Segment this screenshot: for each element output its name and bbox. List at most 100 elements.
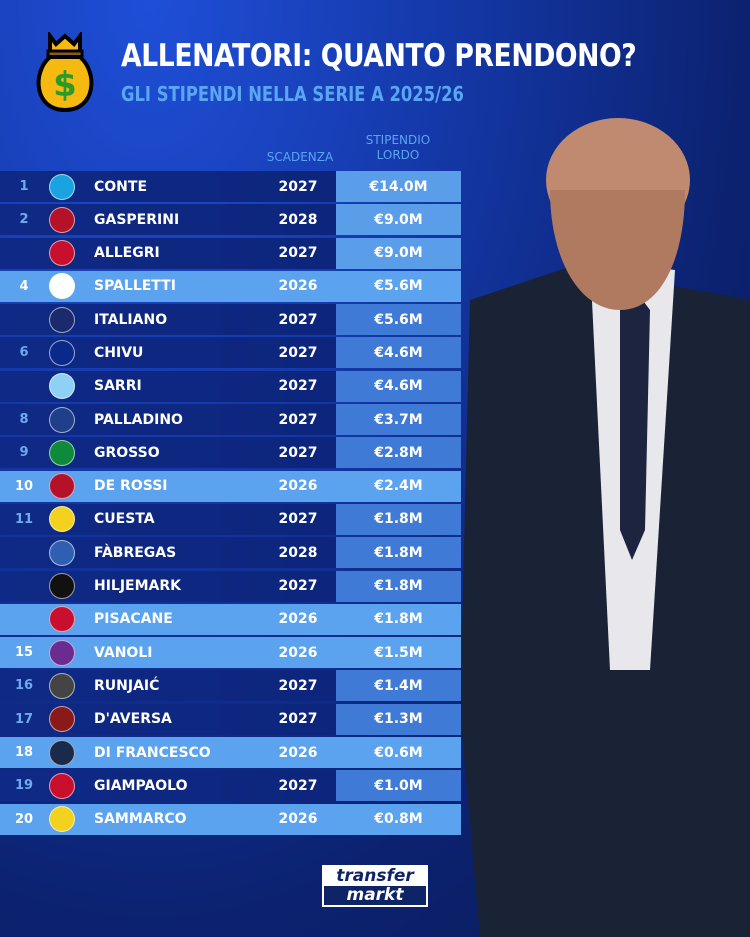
table-row: 19 GIAMPAOLO 2027 €1.0M	[0, 770, 461, 802]
coach-name: CONTE	[94, 178, 148, 195]
table-row: PISACANE 2026 €1.8M	[0, 603, 461, 635]
table-row: 1 CONTE 2027 €14.0M	[0, 171, 461, 202]
table-row: 18 DI FRANCESCO 2026 €0.6M	[0, 737, 461, 769]
expiry-cell: 2026	[278, 744, 318, 761]
expiry-cell: 2027	[278, 344, 318, 361]
inter-logo-icon	[49, 339, 75, 366]
rank-cell: 11	[14, 511, 34, 527]
money-bag-icon: $	[36, 32, 94, 113]
expiry-cell: 2028	[278, 211, 318, 228]
coach-name: GASPERINI	[94, 211, 180, 228]
rank-cell: 18	[14, 745, 34, 761]
atalanta-logo-icon	[49, 406, 75, 433]
page-subtitle: GLI STIPENDI NELLA SERIE A 2025/26	[121, 82, 464, 106]
table-row: 2 GASPERINI 2028 €9.0M	[0, 204, 461, 236]
salary-cell: €14.0M	[336, 171, 461, 202]
juventus-logo-icon	[49, 273, 75, 300]
brand-line-2: markt	[346, 885, 404, 905]
salary-cell: €1.8M	[336, 570, 461, 602]
salary-cell: €9.0M	[336, 237, 461, 269]
table-row: ITALIANO 2027 €5.6M	[0, 304, 461, 336]
salary-cell: €0.6M	[374, 744, 423, 761]
salary-cell: €1.0M	[336, 770, 461, 802]
coach-name: RUNJAIĆ	[94, 677, 160, 694]
rank-cell: 8	[19, 412, 29, 428]
salary-table: 1 CONTE 2027 €14.0M 2 GASPERINI 2028 €9.0M ALLEG…	[0, 171, 461, 837]
udinese-logo-icon	[49, 672, 75, 699]
rank-cell: 4	[19, 278, 29, 294]
coach-name: CHIVU	[94, 344, 144, 361]
table-row: 16 RUNJAIĆ 2027 €1.4M	[0, 670, 461, 702]
rank-cell: 9	[19, 445, 29, 461]
coach-name: GROSSO	[94, 444, 160, 461]
salary-cell: €1.8M	[336, 537, 461, 569]
table-row: SARRI 2027 €4.6M	[0, 370, 461, 402]
salary-cell: €9.0M	[336, 204, 461, 236]
milan-logo-icon	[49, 240, 75, 267]
expiry-cell: 2027	[278, 178, 318, 195]
expiry-cell: 2027	[278, 311, 318, 328]
coach-name: SARRI	[94, 378, 142, 395]
coach-name: HILJEMARK	[94, 578, 182, 595]
cagliari-logo-icon	[49, 606, 75, 633]
table-row: 11 CUESTA 2027 €1.8M	[0, 503, 461, 535]
transfermarkt-logo: transfer markt	[322, 865, 428, 907]
table-row: 9 GROSSO 2027 €2.8M	[0, 437, 461, 469]
rank-cell: 2	[19, 212, 29, 228]
rank-cell: 6	[19, 345, 29, 361]
table-row: ALLEGRI 2027 €9.0M	[0, 237, 461, 269]
page-title: ALLENATORI: QUANTO PRENDONO?	[121, 38, 637, 74]
table-row: HILJEMARK 2027 €1.8M	[0, 570, 461, 602]
genoa-logo-icon	[49, 473, 75, 500]
expiry-cell: 2026	[278, 644, 318, 661]
coach-name: ALLEGRI	[94, 245, 160, 262]
coach-name: PISACANE	[94, 611, 173, 628]
salary-cell: €4.6M	[336, 370, 461, 402]
torino-logo-icon	[49, 706, 75, 733]
coach-name: CUESTA	[94, 511, 155, 528]
salary-cell: €2.4M	[374, 478, 423, 495]
salary-cell: €1.8M	[336, 503, 461, 535]
expiry-cell: 2027	[278, 411, 318, 428]
column-header-expiry: SCADENZA	[266, 150, 334, 164]
expiry-cell: 2027	[278, 511, 318, 528]
expiry-cell: 2026	[278, 811, 318, 828]
expiry-cell: 2026	[278, 278, 318, 295]
expiry-cell: 2028	[278, 544, 318, 561]
como-logo-icon	[49, 539, 75, 566]
expiry-cell: 2027	[278, 378, 318, 395]
expiry-cell: 2027	[278, 777, 318, 794]
rank-cell: 20	[14, 811, 34, 827]
cremonese-logo-icon	[49, 772, 75, 799]
salary-cell: €0.8M	[374, 811, 423, 828]
coach-name: ITALIANO	[94, 311, 168, 328]
roma-logo-icon	[49, 206, 75, 233]
lazio-logo-icon	[49, 373, 75, 400]
napoli-logo-icon	[49, 173, 75, 200]
rank-cell: 1	[19, 179, 29, 194]
salary-cell: €2.8M	[336, 437, 461, 469]
salary-cell: €1.8M	[374, 611, 423, 628]
coach-name: PALLADINO	[94, 411, 183, 428]
salary-cell: €5.6M	[374, 278, 423, 295]
table-row: 20 SAMMARCO 2026 €0.8M	[0, 803, 461, 835]
sassuolo-logo-icon	[49, 439, 75, 466]
rank-cell: 17	[14, 711, 34, 727]
salary-cell: €3.7M	[336, 404, 461, 436]
bologna-logo-icon	[49, 306, 75, 333]
table-row: 6 CHIVU 2027 €4.6M	[0, 337, 461, 369]
salary-cell: €1.3M	[336, 703, 461, 735]
column-header-salary: STIPENDIO LORDO	[365, 133, 431, 162]
table-row: 15 VANOLI 2026 €1.5M	[0, 637, 461, 669]
expiry-cell: 2027	[278, 578, 318, 595]
salary-cell: €1.5M	[374, 644, 423, 661]
table-row: 17 D'AVERSA 2027 €1.3M	[0, 703, 461, 735]
coach-name: SAMMARCO	[94, 811, 187, 828]
coach-name: SPALLETTI	[94, 278, 176, 295]
brand-line-1: transfer	[324, 867, 426, 886]
parma-logo-icon	[49, 506, 75, 533]
coach-name: DE ROSSI	[94, 478, 168, 495]
expiry-cell: 2027	[278, 245, 318, 262]
expiry-cell: 2026	[278, 478, 318, 495]
coach-name: VANOLI	[94, 644, 153, 661]
